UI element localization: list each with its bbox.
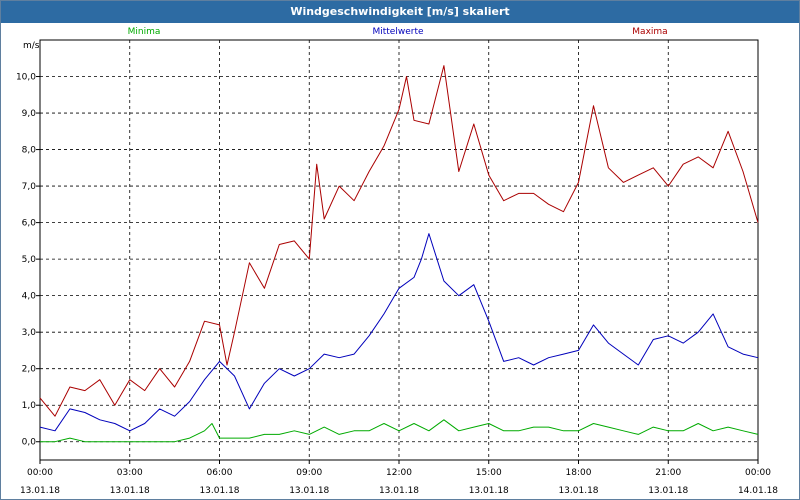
x-axis-ticks: 00:00 13.01.18 03:00 13.01.18 06:00 13.01.18 0…	[20, 460, 778, 496]
x-tick-date: 13.01.18	[110, 486, 150, 496]
series-line-minima	[40, 419, 759, 443]
y-tick-label: 8,0	[22, 146, 37, 156]
x-tick-time: 21:00	[655, 468, 681, 478]
x-tick-date: 13.01.18	[20, 486, 60, 496]
x-tick-date: 13.01.18	[199, 486, 239, 496]
legend-entry: Minima	[128, 27, 161, 37]
series-lines	[39, 65, 759, 443]
x-tick-time: 06:00	[207, 468, 233, 478]
y-axis-label: m/s	[23, 41, 40, 51]
x-tick-time: 12:00	[386, 468, 412, 478]
series-line-maxima	[39, 65, 759, 417]
x-tick-time: 00:00	[745, 468, 771, 478]
series-line-mittelwerte	[39, 233, 759, 432]
y-tick-label: 6,0	[22, 219, 37, 229]
x-tick-date: 13.01.18	[379, 486, 419, 496]
y-axis-ticks: 0,0 1,0 2,0 3,0 4,0 5,0 6,0 7,0 8,0 9,0 10,0	[16, 73, 40, 448]
y-tick-label: 10,0	[16, 73, 36, 83]
y-tick-label: 7,0	[22, 182, 37, 192]
x-tick-date: 14.01.18	[738, 486, 778, 496]
wind-speed-chart: 0,0 1,0 2,0 3,0 4,0 5,0 6,0 7,0 8,0 9,0 10,0 00:00…	[16, 27, 778, 496]
y-tick-label: 5,0	[22, 255, 37, 265]
window-title: Windgeschwindigkeit [m/s] skaliert	[1, 1, 799, 23]
x-tick-date: 13.01.18	[289, 486, 329, 496]
x-tick-time: 03:00	[117, 468, 143, 478]
y-tick-label: 0,0	[22, 438, 37, 448]
y-tick-label: 2,0	[22, 365, 37, 375]
grid-lines	[40, 40, 758, 460]
y-tick-label: 4,0	[22, 292, 37, 302]
x-tick-time: 18:00	[566, 468, 592, 478]
x-tick-time: 00:00	[27, 468, 53, 478]
x-tick-time: 15:00	[476, 468, 502, 478]
legend-entry: Maxima	[632, 27, 667, 37]
legend-entry: Mittelwerte	[372, 27, 423, 37]
y-tick-label: 9,0	[22, 109, 37, 119]
x-tick-date: 13.01.18	[469, 486, 509, 496]
legend: Minima Mittelwerte Maxima	[128, 27, 668, 37]
x-tick-date: 13.01.18	[558, 486, 598, 496]
y-tick-label: 3,0	[22, 328, 37, 338]
x-tick-time: 09:00	[296, 468, 322, 478]
y-tick-label: 1,0	[22, 401, 37, 411]
x-tick-date: 13.01.18	[648, 486, 688, 496]
